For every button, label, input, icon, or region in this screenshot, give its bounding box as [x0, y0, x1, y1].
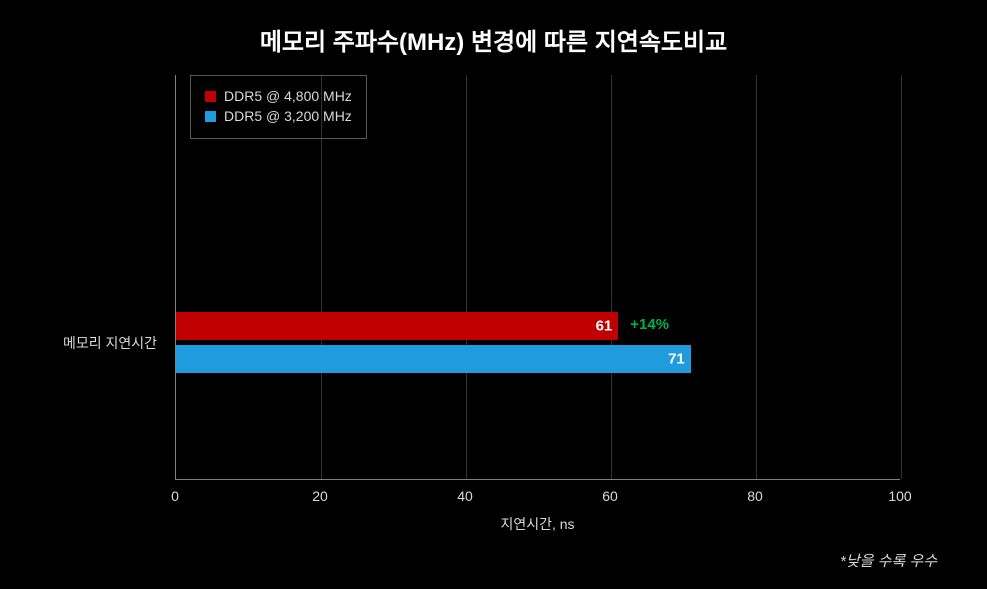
legend-label: DDR5 @ 4,800 MHz	[224, 88, 352, 104]
x-tick: 0	[171, 488, 179, 504]
legend-swatch	[205, 91, 216, 102]
x-tick: 100	[888, 488, 911, 504]
legend-box: DDR5 @ 4,800 MHz DDR5 @ 3,200 MHz	[190, 75, 367, 139]
bar-value-label: 71	[668, 350, 685, 367]
gridline	[611, 75, 612, 479]
legend-item: DDR5 @ 4,800 MHz	[205, 88, 352, 104]
x-tick: 60	[602, 488, 618, 504]
legend-item: DDR5 @ 3,200 MHz	[205, 108, 352, 124]
delta-label: +14%	[630, 316, 669, 333]
x-tick: 80	[747, 488, 763, 504]
gridline	[466, 75, 467, 479]
x-axis-title: 지연시간, ns	[500, 514, 574, 534]
bar-ddr5-3200: 71	[176, 345, 691, 373]
x-tick: 20	[312, 488, 328, 504]
gridline	[756, 75, 757, 479]
chart-title: 메모리 주파수(MHz) 변경에 따른 지연속도비교	[0, 22, 987, 57]
legend-swatch	[205, 111, 216, 122]
gridline	[901, 75, 902, 479]
legend-label: DDR5 @ 3,200 MHz	[224, 108, 352, 124]
x-tick: 40	[457, 488, 473, 504]
y-axis-label: 메모리 지연시간	[0, 333, 157, 353]
chart-root: 메모리 주파수(MHz) 변경에 따른 지연속도비교 61 +14% 71 DDR5…	[0, 0, 987, 589]
chart-footnote: *낮을 수록 우수	[840, 550, 937, 571]
bar-value-label: 61	[596, 318, 613, 335]
bar-ddr5-4800: 61	[176, 312, 618, 340]
